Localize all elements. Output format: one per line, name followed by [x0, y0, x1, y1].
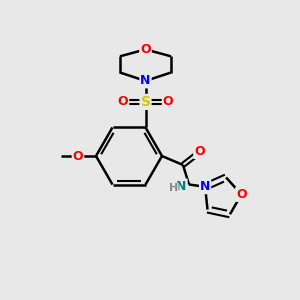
- Text: N: N: [140, 74, 151, 87]
- Text: O: O: [194, 145, 205, 158]
- Text: H: H: [169, 183, 178, 193]
- Text: O: O: [236, 188, 247, 201]
- Text: O: O: [163, 95, 173, 108]
- Text: O: O: [73, 149, 83, 163]
- Text: O: O: [118, 95, 128, 108]
- Text: O: O: [140, 43, 151, 56]
- Text: N: N: [176, 179, 187, 193]
- Text: S: S: [140, 95, 151, 109]
- Text: N: N: [200, 180, 210, 193]
